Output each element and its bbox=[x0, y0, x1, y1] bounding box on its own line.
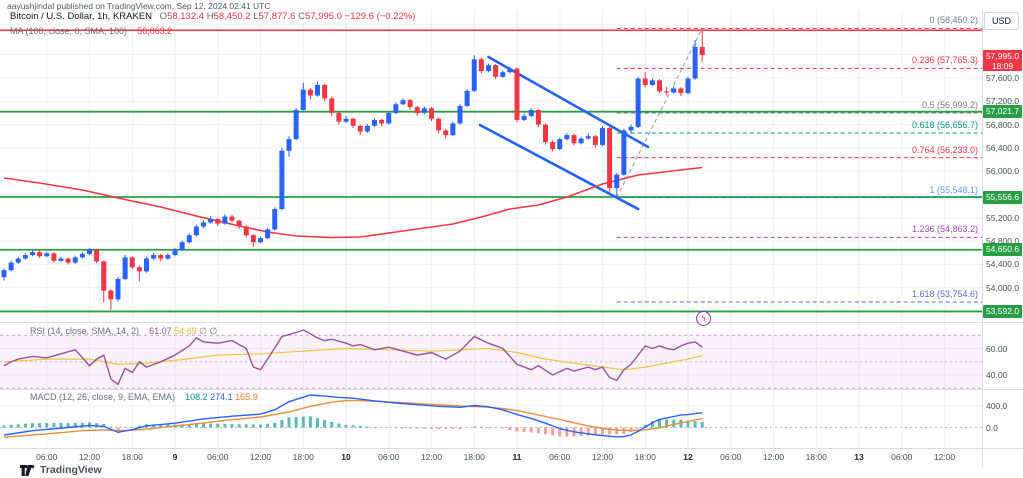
time-tick-label: 9 bbox=[172, 452, 178, 462]
axis-tick-label: 54,000.0 bbox=[986, 282, 1020, 293]
axis-tick-label: 57,200.0 bbox=[986, 96, 1020, 107]
last-price: 57,995.0 bbox=[985, 50, 1020, 61]
price-axis[interactable]: 57,995.0 18:09 57,021.7 55,556.6 54,650.… bbox=[982, 0, 1023, 468]
macd-line-value: 274.1 bbox=[210, 392, 233, 402]
tradingview-logo-icon[interactable] bbox=[20, 464, 35, 476]
time-tick-label: 12:00 bbox=[762, 452, 785, 462]
time-tick-label: 18:00 bbox=[121, 452, 143, 462]
time-tick-label: 10 bbox=[341, 452, 351, 462]
time-tick-label: 06:00 bbox=[207, 452, 229, 462]
ma-label: MA (100, close, 0, SMA, 100) bbox=[10, 26, 128, 36]
idea-marker[interactable]: ϟ bbox=[696, 311, 711, 326]
time-tick-label: 12:00 bbox=[591, 452, 614, 462]
axis-tick-label: 54,800.0 bbox=[986, 236, 1020, 247]
time-tick-label: 11 bbox=[512, 452, 522, 462]
ohlc-close: C57,995.0 bbox=[298, 11, 342, 22]
rsi-value: 61.07 bbox=[149, 326, 172, 336]
rsi-legend: RSI (14, close, SMA, 14, 2) 61.07 54.69 … bbox=[30, 326, 217, 337]
axis-tick-label: 400.0 bbox=[986, 401, 1008, 411]
time-tick-label: 12:00 bbox=[420, 452, 443, 462]
ohlc-high: H58,450.2 bbox=[206, 11, 251, 22]
time-tick-label: 06:00 bbox=[549, 452, 571, 462]
level-price-badge: 57,021.7 bbox=[983, 105, 1022, 119]
level-price-badge: 55,556.6 bbox=[983, 190, 1022, 204]
axis-tick-label: 57,600.0 bbox=[986, 73, 1020, 83]
ma-value: 56,063.2 bbox=[137, 26, 173, 36]
axis-tick-label: 40.00 bbox=[986, 370, 1008, 380]
bar-countdown: 18:09 bbox=[991, 60, 1014, 71]
last-price-badge: 57,995.0 18:09 bbox=[983, 49, 1022, 71]
publish-attribution: aayushjindal published on TradingView.co… bbox=[7, 1, 271, 11]
change-value: −129.6 (−0.22%) bbox=[344, 11, 416, 22]
time-axis[interactable]: 06:00 12:00 18:00 9 06:00 12:00 18:00 10 06:00 12… bbox=[0, 449, 982, 468]
rsi-hidden-values: ∅ ∅ bbox=[199, 326, 218, 336]
time-tick-label: 06:00 bbox=[36, 452, 58, 462]
macd-hist-value: 108.2 bbox=[185, 392, 208, 402]
ohlc-low: L57,877.6 bbox=[253, 11, 296, 22]
symbol-title: Bitcoin / U.S. Dollar, 1h, KRAKEN bbox=[10, 11, 153, 22]
macd-label: MACD (12, 26, close, 9, EMA, EMA) bbox=[30, 392, 176, 402]
macd-legend: MACD (12, 26, close, 9, EMA, EMA) 108.2 … bbox=[30, 392, 258, 402]
axis-tick-label: 55,200.0 bbox=[986, 212, 1020, 223]
time-tick-label: 18:00 bbox=[634, 452, 656, 462]
time-tick-label: 18:00 bbox=[292, 452, 314, 462]
level-price-badge: 53,592.0 bbox=[983, 304, 1022, 318]
time-tick-label: 18:00 bbox=[463, 452, 485, 462]
axis-tick-label: 56,800.0 bbox=[986, 119, 1020, 130]
footer: TradingView bbox=[20, 464, 102, 476]
axis-tick-label: 56,000.0 bbox=[986, 166, 1020, 177]
time-tick-label: 06:00 bbox=[720, 452, 742, 462]
macd-signal-value: 165.9 bbox=[235, 392, 258, 402]
time-tick-label: 13 bbox=[854, 452, 864, 462]
symbol-legend: Bitcoin / U.S. Dollar, 1h, KRAKEN O58,13… bbox=[10, 11, 415, 22]
time-tick-label: 06:00 bbox=[891, 452, 913, 462]
currency-button[interactable]: USD bbox=[984, 12, 1019, 30]
rsi-ma-value: 54.69 bbox=[174, 326, 197, 336]
ma-legend: MA (100, close, 0, SMA, 100) 56,063.2 bbox=[10, 26, 172, 36]
level-price-badge: 54,650.6 bbox=[983, 243, 1022, 257]
axis-tick-label: 56,400.0 bbox=[986, 142, 1020, 153]
time-tick-label: 12:00 bbox=[78, 452, 101, 462]
time-tick-label: 06:00 bbox=[378, 452, 400, 462]
time-tick-label: 18:00 bbox=[805, 452, 827, 462]
ohlc-open: O58,132.4 bbox=[159, 11, 205, 22]
axis-tick-label: 0.0 bbox=[986, 422, 998, 433]
time-tick-label: 12 bbox=[683, 452, 693, 462]
axis-tick-label: 54,400.0 bbox=[986, 259, 1020, 270]
time-tick-label: 12:00 bbox=[249, 452, 272, 462]
brand-name[interactable]: TradingView bbox=[40, 464, 102, 476]
rsi-label: RSI (14, close, SMA, 14, 2) bbox=[30, 326, 140, 336]
time-tick-label: 12:00 bbox=[933, 452, 956, 462]
axis-tick-label: 60.00 bbox=[986, 343, 1008, 354]
